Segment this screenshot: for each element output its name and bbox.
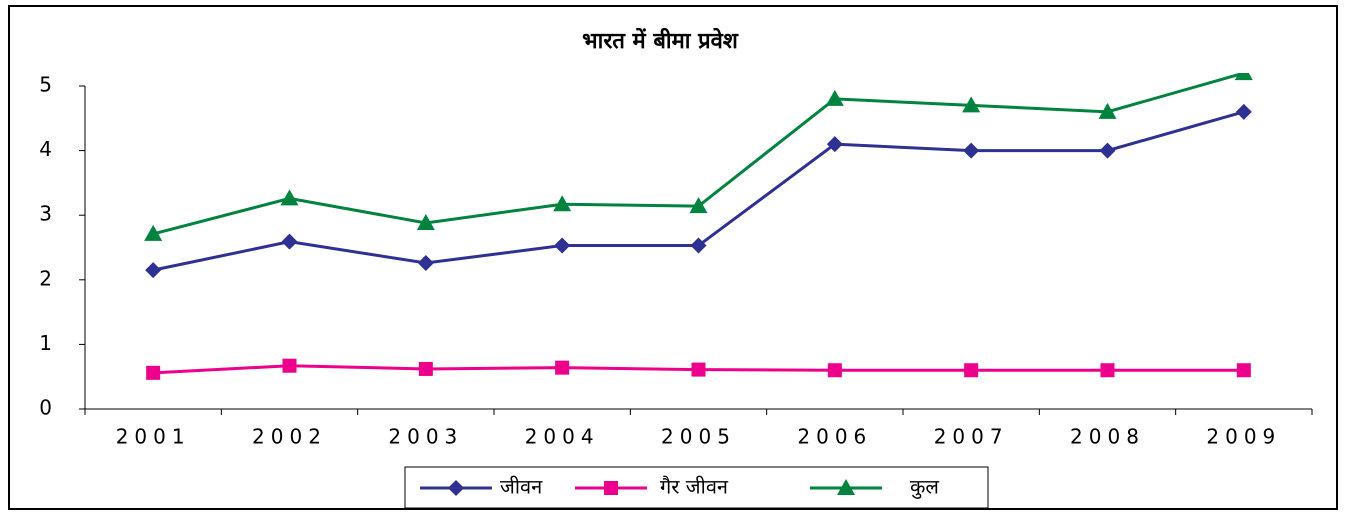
x-tick-label: 2002 [252,425,327,449]
marker [280,189,299,206]
marker [282,358,297,373]
marker [963,142,980,159]
y-tick-label: 5 [39,73,52,97]
x-tick-label: 2009 [1206,425,1281,449]
marker [1236,363,1251,378]
marker [962,96,981,113]
plot-area [144,73,1253,380]
marker [1100,363,1115,378]
marker [827,363,842,378]
y-tick-label: 3 [39,202,52,226]
marker [555,360,570,375]
y-tick-label: 0 [39,396,52,420]
legend-label: जीवन [500,475,543,499]
marker [690,237,707,254]
marker [146,365,161,380]
chart-title: भारत में बीमा प्रवेश [582,27,739,54]
marker [417,255,434,272]
marker [689,197,708,214]
marker [964,363,979,378]
marker [145,262,162,279]
legend-label: कुल [910,475,939,500]
legend-box [404,466,989,509]
y-tick-label: 1 [39,331,52,355]
frame [8,5,1338,510]
marker [1099,142,1116,159]
y-tick-label: 4 [39,137,52,161]
marker [553,195,572,212]
x-tick-label: 2008 [1070,425,1145,449]
marker [416,213,435,230]
y-tick-label: 2 [39,266,52,290]
legend-label: गैर जीवन [660,475,729,499]
marker [281,233,298,250]
x-tick-label: 2006 [797,425,872,449]
marker [554,237,571,254]
x-tick-label: 2007 [934,425,1009,449]
marker [1234,73,1253,81]
marker [144,224,163,241]
legend-marker [448,480,464,496]
x-tick-label: 2004 [525,425,600,449]
marker [418,361,433,376]
legend-marker [837,479,855,495]
marker [691,362,706,377]
x-tick-label: 2003 [388,425,463,449]
marker [1098,102,1117,119]
marker [1235,103,1252,120]
x-tick-label: 2005 [661,425,736,449]
legend-marker [604,481,618,495]
marker [826,136,843,153]
x-tick-label: 2001 [116,425,191,449]
marker [825,89,844,106]
